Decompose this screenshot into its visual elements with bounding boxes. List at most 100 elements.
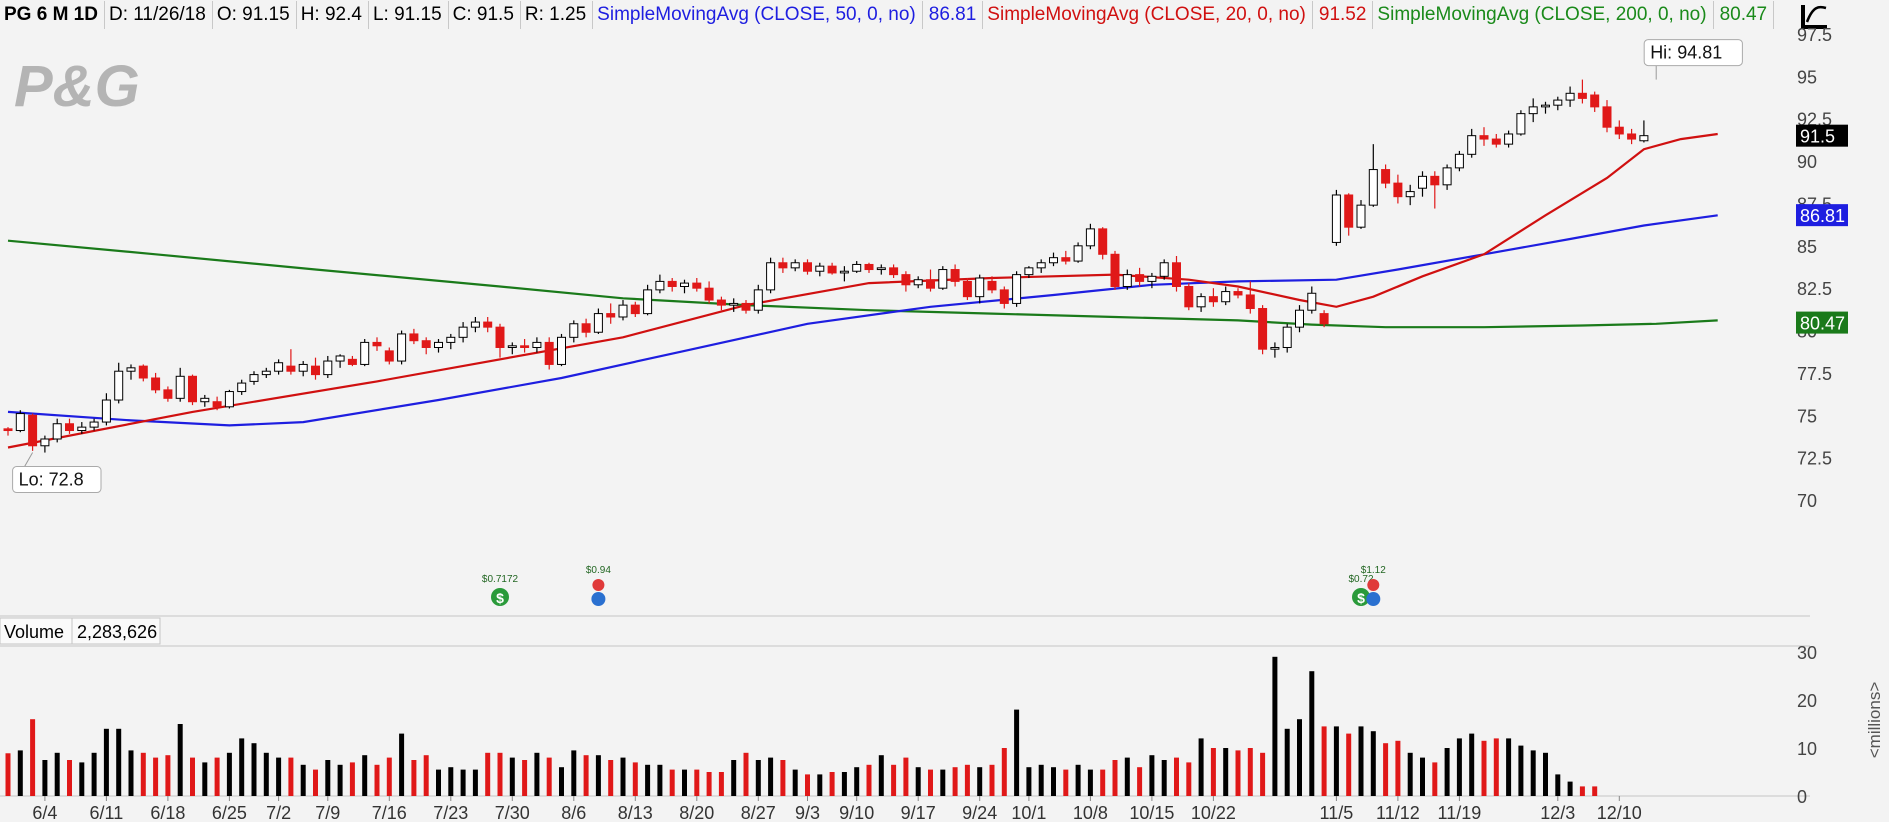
volume-bar <box>1051 767 1056 796</box>
event-label: $0.7172 <box>482 574 519 585</box>
candle-body <box>975 277 985 298</box>
volume-bar <box>1567 781 1573 796</box>
date-tick-label: 6/11 <box>90 803 124 822</box>
candle-body <box>409 333 419 342</box>
candle-body <box>1147 275 1157 282</box>
date-tick-label: 7/9 <box>315 803 340 822</box>
volume-bar <box>1555 774 1561 796</box>
candle-body <box>1012 274 1022 304</box>
volume-axis: 30 20 10 0 <box>1797 643 1817 807</box>
candle-body <box>507 345 517 348</box>
sma20-study-label[interactable]: SimpleMovingAvg (CLOSE, 20, 0, no) <box>983 1 1313 29</box>
volume-bar <box>1358 726 1364 796</box>
candle-body <box>1479 135 1489 140</box>
volume-bar <box>349 762 355 796</box>
candle-body <box>126 367 136 372</box>
candle-body <box>1405 191 1415 198</box>
volume-bar <box>1198 738 1204 796</box>
volume-bar <box>79 762 85 796</box>
volume-bar <box>116 728 122 796</box>
candle-body <box>593 313 603 333</box>
volume-bar <box>915 767 921 796</box>
candle-body <box>926 279 935 289</box>
candle-body <box>1331 194 1341 243</box>
candle-body <box>1590 94 1600 108</box>
volume-bar <box>1481 740 1487 796</box>
candle-body <box>1085 228 1095 247</box>
volume-bar <box>1444 748 1450 796</box>
sma50-price-tag-bg <box>1796 204 1848 227</box>
volume-bar <box>251 743 257 796</box>
candle-body <box>89 421 99 428</box>
candle-body <box>1098 228 1108 255</box>
volume-bar <box>448 767 454 796</box>
volume-bar <box>669 769 675 796</box>
date-axis[interactable]: 6/4 6/11 6/18 6/25 7/2 7/9 7/16 7/23 7/30 8/6 8/13… <box>32 796 1642 822</box>
volume-bar <box>1100 769 1106 796</box>
volume-bar <box>1137 767 1143 796</box>
candle-body <box>1516 113 1526 135</box>
volume-bar <box>928 769 933 796</box>
volume-bar <box>202 762 208 796</box>
candle-body <box>557 336 566 365</box>
sma200-study-label[interactable]: SimpleMovingAvg (CLOSE, 200, 0, no) <box>1373 1 1714 29</box>
volume-bar <box>1235 750 1241 796</box>
candle-body <box>913 279 923 286</box>
volume-bar <box>1001 748 1007 796</box>
sma50-study-label[interactable]: SimpleMovingAvg (CLOSE, 50, 0, no) <box>593 1 923 29</box>
volume-bar <box>1530 750 1536 796</box>
sma20-path <box>7 132 1718 449</box>
candle-body <box>151 377 161 391</box>
volume-bar <box>1161 760 1167 796</box>
candle-body <box>1467 135 1477 155</box>
candle-body <box>1208 296 1218 303</box>
candle-body <box>372 341 382 347</box>
volume-bar <box>632 762 638 796</box>
candle-body <box>1233 291 1243 296</box>
volume-bar <box>214 757 220 796</box>
volume-bar <box>300 764 306 796</box>
price-tick-label: 77.5 <box>1797 364 1832 384</box>
volume-bar <box>17 750 23 796</box>
candle-body <box>950 269 960 282</box>
date-tick-label: 11/12 <box>1376 803 1420 822</box>
volume-bar <box>42 760 48 796</box>
hi-callout-box <box>1643 39 1743 67</box>
symbol-label[interactable]: PG 6 M 1D <box>0 1 105 29</box>
volume-bar <box>583 755 589 796</box>
candle-body <box>249 374 259 382</box>
candle-body <box>1258 308 1268 350</box>
volume-bar <box>780 760 786 796</box>
lo-callout: Lo: 72.8 <box>19 470 84 490</box>
volume-bar <box>755 760 761 796</box>
volume-bar <box>411 760 417 796</box>
candle-body <box>729 302 739 306</box>
volume-bar <box>1383 743 1389 796</box>
candle-body <box>1036 262 1046 269</box>
candle-body <box>1528 106 1538 115</box>
current-price-tag-bg <box>1796 124 1848 147</box>
volume-bar <box>620 757 626 796</box>
candle-body <box>446 336 456 343</box>
volume-bar <box>54 752 60 796</box>
candle-body <box>544 341 554 365</box>
candle-body <box>692 282 702 289</box>
volume-bar <box>1493 738 1499 796</box>
candle-body <box>237 382 247 393</box>
candle-body <box>1270 346 1280 350</box>
date-tick-label: 8/13 <box>618 803 653 822</box>
volume-tick-label: 10 <box>1797 739 1817 759</box>
candle-body <box>1577 92 1587 99</box>
volume-bar <box>153 757 159 796</box>
dividend-icon <box>1352 588 1370 606</box>
date-tick-label: 7/30 <box>495 803 530 822</box>
candle-body <box>790 262 800 269</box>
volume-tick-label: 30 <box>1797 643 1817 663</box>
volume-bar <box>472 769 478 796</box>
drawing-tool-icon[interactable] <box>1799 2 1829 32</box>
volume-bar <box>1063 769 1069 796</box>
candle-body <box>212 401 222 408</box>
volume-bar <box>571 750 577 796</box>
